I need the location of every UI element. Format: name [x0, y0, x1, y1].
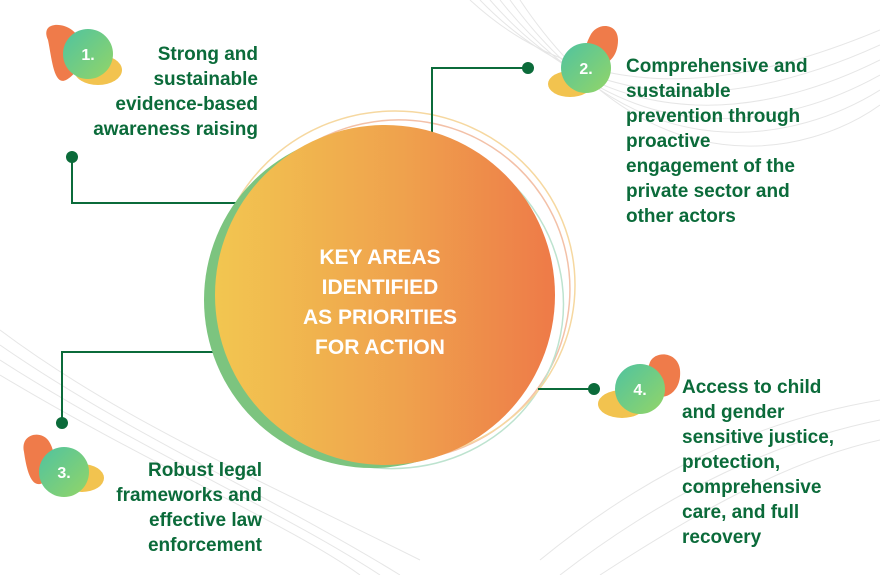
connector-2 [431, 67, 528, 140]
connector-dot-3 [56, 417, 68, 429]
priority-2-label: Comprehensive and sustainable prevention… [626, 56, 808, 227]
center-circle [204, 125, 555, 468]
badge-4-number: 4. [633, 382, 646, 399]
center-title: KEY AREAS IDENTIFIED AS PRIORITIES FOR A… [302, 246, 458, 359]
badge-1-number: 1. [81, 47, 94, 64]
connector-lines [61, 67, 594, 423]
badge-3 [23, 434, 104, 497]
badge-1 [46, 24, 122, 85]
priority-1-label: Strong and sustainable evidence-based aw… [93, 44, 258, 140]
connector-dot-4 [588, 383, 600, 395]
priority-3-label: Robust legal frameworks and effective la… [116, 460, 262, 556]
connector-dot-1 [66, 151, 78, 163]
badge-3-circle [39, 447, 89, 497]
priority-4-label: Access to child and gender sensitive jus… [682, 377, 835, 548]
badge-4-circle [615, 364, 665, 414]
badge-2-circle [561, 43, 611, 93]
connector-3 [61, 351, 230, 423]
badge-2-number: 2. [579, 61, 592, 78]
badge-3-number: 3. [57, 465, 70, 482]
center-circle-fill [215, 125, 555, 465]
badge-2 [548, 25, 618, 97]
badge-1-circle [63, 29, 113, 79]
connector-1 [71, 157, 258, 204]
badge-4 [598, 354, 681, 418]
connector-dot-2 [522, 62, 534, 74]
connector-dots [56, 62, 600, 429]
